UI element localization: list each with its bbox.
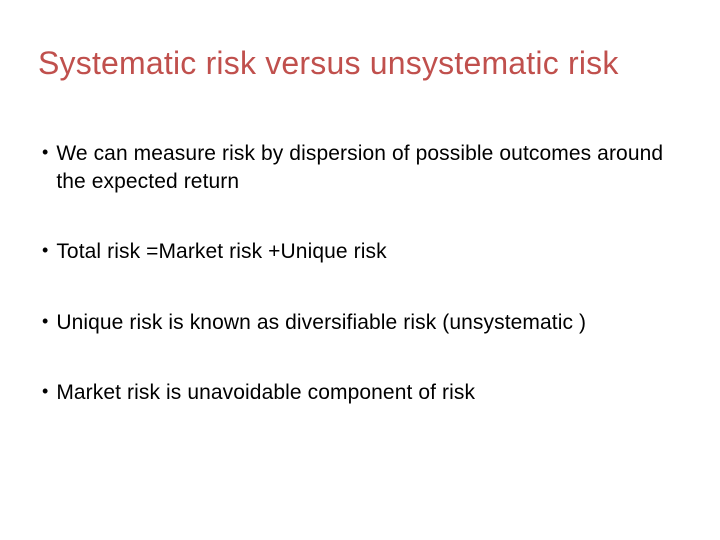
slide-title: Systematic risk versus unsystematic risk: [38, 45, 682, 82]
bullet-text: We can measure risk by dispersion of pos…: [56, 140, 682, 197]
bullet-marker-icon: •: [42, 379, 48, 404]
bullet-text: Unique risk is known as diversifiable ri…: [56, 309, 586, 337]
bullet-marker-icon: •: [42, 238, 48, 263]
bullet-marker-icon: •: [42, 309, 48, 334]
bullet-list: • We can measure risk by dispersion of p…: [38, 140, 682, 408]
list-item: • Market risk is unavoidable component o…: [42, 379, 682, 407]
bullet-text: Market risk is unavoidable component of …: [56, 379, 475, 407]
slide-container: Systematic risk versus unsystematic risk…: [0, 0, 720, 540]
bullet-marker-icon: •: [42, 140, 48, 165]
list-item: • Unique risk is known as diversifiable …: [42, 309, 682, 337]
list-item: • Total risk =Market risk +Unique risk: [42, 238, 682, 266]
bullet-text: Total risk =Market risk +Unique risk: [56, 238, 386, 266]
list-item: • We can measure risk by dispersion of p…: [42, 140, 682, 197]
